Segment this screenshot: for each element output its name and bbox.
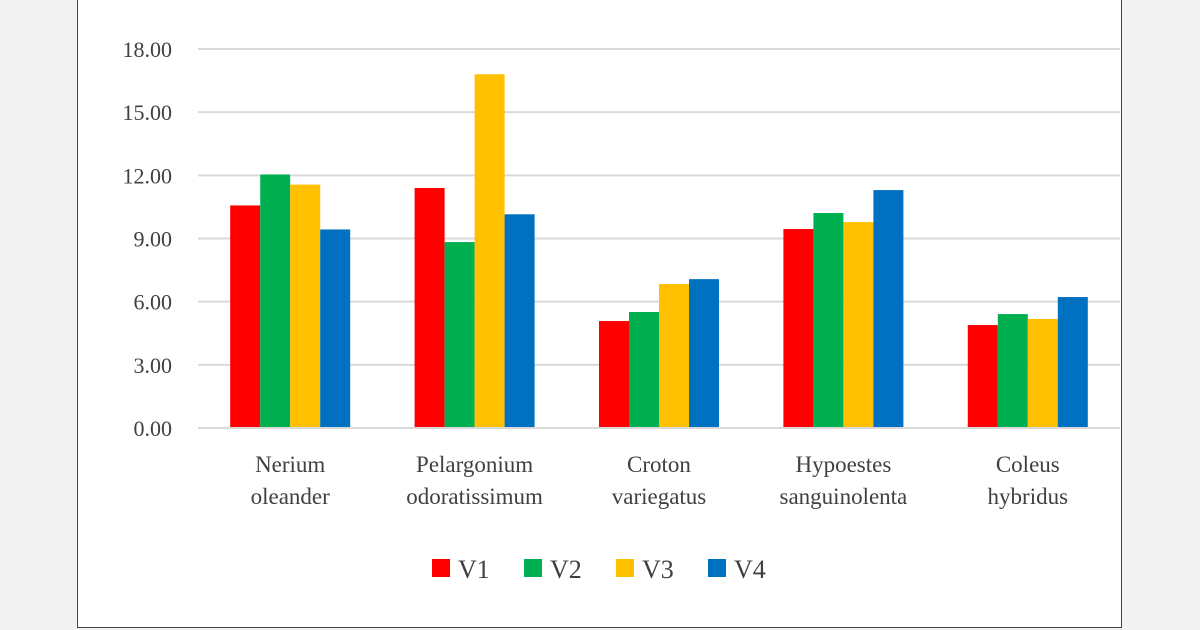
y-tick-label: 12.00 [123, 163, 173, 188]
legend-label: V2 [550, 555, 582, 584]
legend-label: V3 [642, 555, 674, 584]
x-tick-label: Croton [627, 452, 691, 477]
y-tick-label: 0.00 [134, 416, 173, 441]
x-tick-label: hybridus [988, 484, 1069, 509]
bar-v3 [843, 222, 874, 428]
y-tick-label: 18.00 [123, 37, 173, 62]
bar-v1 [783, 229, 814, 428]
legend-swatch-v4 [708, 559, 726, 577]
y-tick-label: 15.00 [123, 100, 173, 125]
bar-v3 [474, 74, 505, 429]
y-tick-label: 9.00 [134, 227, 173, 252]
x-tick-label: oleander [251, 484, 331, 509]
bar-v2 [997, 314, 1028, 428]
bar-v1 [230, 205, 261, 428]
x-tick-label: Coleus [996, 452, 1060, 477]
legend-label: V1 [458, 555, 490, 584]
bar-v4 [504, 214, 535, 428]
legend-swatch-v1 [432, 559, 450, 577]
y-tick-label: 6.00 [134, 290, 173, 315]
bar-v4 [320, 229, 351, 428]
legend-swatch-v3 [616, 559, 634, 577]
bar-v1 [599, 321, 629, 428]
bar-v1 [414, 187, 445, 428]
bar-v3 [1027, 318, 1058, 428]
bar-v3 [659, 283, 689, 428]
bar-v4 [1057, 297, 1088, 428]
x-tick-label: odoratissimum [406, 484, 543, 509]
legend-swatch-v2 [524, 559, 542, 577]
legend-label: V4 [734, 555, 766, 584]
x-tick-label: Hypoestes [795, 452, 891, 477]
x-tick-label: sanguinolenta [780, 484, 908, 509]
y-tick-label: 3.00 [134, 353, 173, 378]
bar-v2 [629, 311, 659, 428]
bar-v2 [813, 213, 844, 428]
x-tick-label: Nerium [255, 452, 325, 477]
bar-v2 [260, 174, 291, 428]
x-tick-label: variegatus [612, 484, 707, 509]
bar-v1 [967, 325, 998, 428]
x-tick-label: Pelargonium [416, 452, 533, 477]
bar-v4 [689, 279, 719, 428]
bar-v4 [873, 190, 904, 428]
bar-v2 [444, 242, 475, 428]
bar-v3 [290, 184, 321, 428]
